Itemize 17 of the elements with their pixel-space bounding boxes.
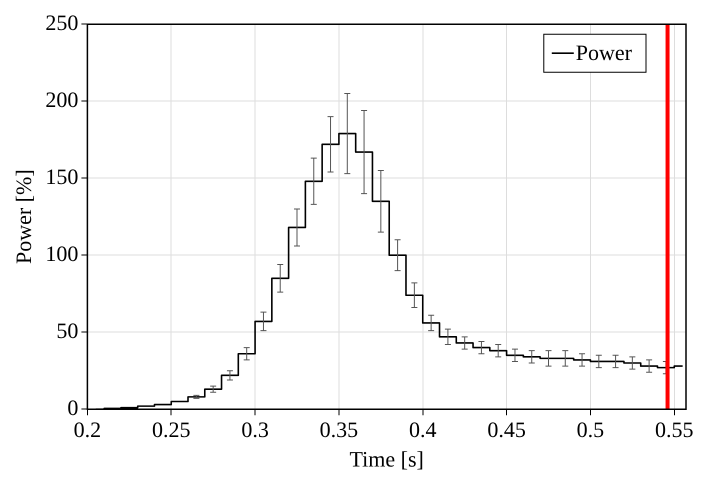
x-tick-label: 0.35 — [320, 417, 358, 442]
x-tick-label: 0.25 — [152, 417, 190, 442]
x-tick-label: 0.45 — [487, 417, 526, 442]
x-tick-label: 0.2 — [74, 417, 102, 442]
y-tick-label: 100 — [45, 240, 78, 266]
x-axis-title: Time [s] — [350, 446, 424, 472]
y-tick-label: 250 — [45, 10, 78, 35]
x-tick-label: 0.3 — [241, 417, 269, 442]
x-tick-label: 0.55 — [655, 417, 694, 442]
y-axis-title: Power [%] — [10, 169, 36, 264]
y-tick-label: 150 — [45, 164, 78, 189]
y-tick-label: 0 — [67, 394, 78, 420]
x-tick-label: 0.4 — [409, 417, 436, 442]
x-tick-label: 0.5 — [576, 417, 604, 442]
y-tick-label: 200 — [45, 86, 78, 112]
y-tick-label: 50 — [56, 318, 78, 343]
legend-label: Power — [576, 40, 633, 65]
